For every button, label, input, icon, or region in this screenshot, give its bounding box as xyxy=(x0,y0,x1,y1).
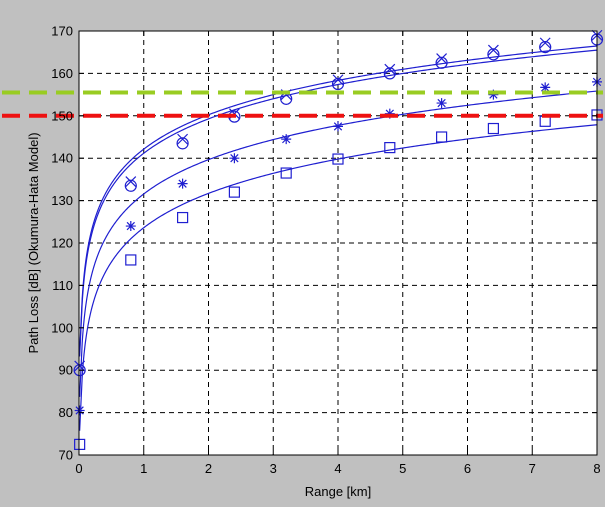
data-point xyxy=(280,167,292,179)
x-axis-label: Range [km] xyxy=(305,484,371,499)
data-point xyxy=(228,186,240,198)
x-tick-label: 0 xyxy=(75,461,82,476)
data-point xyxy=(125,254,137,266)
series-line xyxy=(79,90,598,397)
series-line xyxy=(79,124,598,431)
data-point xyxy=(124,179,137,192)
data-point xyxy=(487,48,500,61)
x-tick-label: 4 xyxy=(334,461,341,476)
data-point xyxy=(487,44,499,56)
data-point xyxy=(487,122,499,135)
y-tick-label: 120 xyxy=(51,236,73,251)
data-point xyxy=(73,364,86,377)
data-point xyxy=(539,37,551,49)
data-point xyxy=(384,142,396,154)
data-point xyxy=(177,133,189,145)
x-tick-label: 7 xyxy=(529,461,536,476)
axis-ticks: 0 1 2 3 4 5 6 7 8 70 80 90 100 110 120 130 140 150 160 170 xyxy=(51,24,600,477)
x-tick-label: 6 xyxy=(464,461,471,476)
data-point xyxy=(488,89,499,100)
x-tick-label: 8 xyxy=(593,461,600,476)
series-square xyxy=(74,109,603,450)
y-tick-label: 80 xyxy=(59,405,73,420)
y-tick-label: 140 xyxy=(51,151,73,166)
y-tick-label: 100 xyxy=(51,320,73,335)
data-point xyxy=(383,67,396,80)
threshold-layer xyxy=(2,90,603,118)
data-point xyxy=(540,82,551,93)
data-point xyxy=(229,153,240,164)
x-tick-label: 2 xyxy=(205,461,212,476)
y-tick-label: 70 xyxy=(59,448,73,463)
x-tick-label: 1 xyxy=(140,461,147,476)
data-point xyxy=(436,131,448,143)
grid-lines xyxy=(79,31,597,455)
data-point xyxy=(436,53,448,64)
data-point xyxy=(384,63,396,75)
y-tick-label: 90 xyxy=(59,363,73,378)
data-point xyxy=(333,121,343,132)
y-tick-label: 150 xyxy=(51,108,73,123)
data-point xyxy=(125,221,136,232)
data-point xyxy=(384,108,395,119)
data-point xyxy=(177,178,188,189)
data-point xyxy=(436,98,447,109)
x-tick-label: 5 xyxy=(399,461,406,476)
data-point xyxy=(332,153,344,165)
data-point xyxy=(281,134,292,145)
data-point xyxy=(539,41,552,54)
y-tick-label: 130 xyxy=(51,193,73,208)
x-tick-label: 3 xyxy=(270,461,277,476)
y-axis-label: Path Loss [dB] (Okumura-Hata Model) xyxy=(26,132,41,353)
y-tick-label: 160 xyxy=(51,66,73,81)
data-point xyxy=(177,211,189,224)
data-point xyxy=(74,438,86,450)
data-point xyxy=(176,137,189,150)
y-tick-label: 110 xyxy=(52,278,73,293)
data-point xyxy=(331,77,345,91)
data-point xyxy=(332,74,344,86)
data-point xyxy=(125,176,137,187)
data-point xyxy=(74,405,85,416)
data-point xyxy=(435,56,448,69)
y-tick-label: 170 xyxy=(51,24,73,39)
